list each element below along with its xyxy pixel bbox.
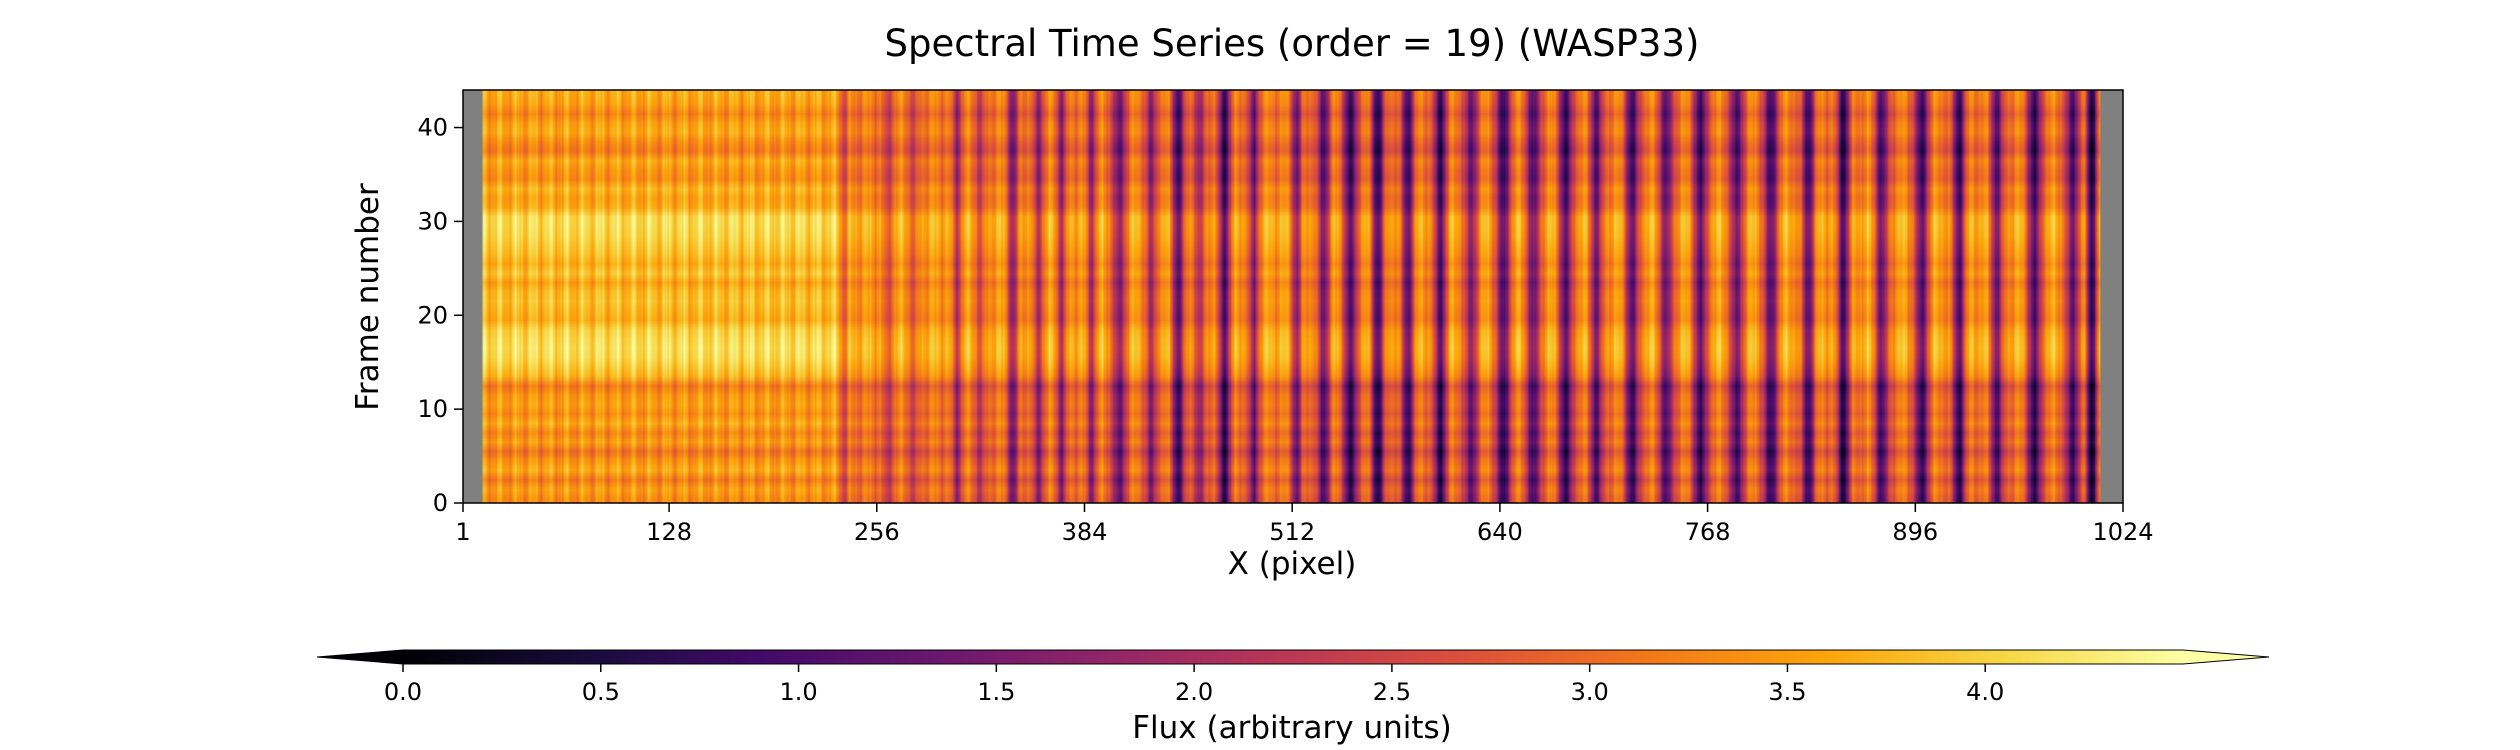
y-tick-label: 30 (417, 207, 448, 235)
x-axis-label: X (pixel) (1228, 546, 1357, 582)
colorbar-gradient (403, 650, 2183, 664)
x-tick-label: 640 (1477, 518, 1523, 546)
y-axis-ticks: 0 10 20 30 40 (417, 114, 463, 517)
colorbar-tick-label: 1.5 (977, 678, 1015, 706)
y-tick-label: 0 (433, 489, 448, 517)
x-tick-label: 896 (1892, 518, 1938, 546)
x-tick-label: 768 (1685, 518, 1731, 546)
colorbar-tick-label: 2.0 (1175, 678, 1213, 706)
x-tick-label: 384 (1062, 518, 1108, 546)
colorbar-tick-label: 1.0 (779, 678, 817, 706)
colorbar-tick-label: 3.0 (1571, 678, 1609, 706)
colorbar-extend-low (317, 650, 403, 664)
y-axis-label: Frame number (350, 183, 386, 411)
colorbar-extend-high (2183, 650, 2269, 664)
colorbar-tick-label: 0.0 (384, 678, 422, 706)
heatmap-image (463, 90, 2123, 503)
colorbar-tick-label: 0.5 (582, 678, 620, 706)
y-tick-label: 20 (417, 301, 448, 329)
x-tick-label: 512 (1269, 518, 1315, 546)
colorbar (316, 649, 2270, 665)
colorbar-ticks: 0.0 0.5 1.0 1.5 2.0 2.5 3.0 3.5 4.0 (384, 664, 2004, 706)
colorbar-tick-label: 2.5 (1373, 678, 1411, 706)
y-tick-label: 10 (417, 395, 448, 423)
colorbar-label: Flux (arbitrary units) (1132, 710, 1452, 746)
x-tick-label: 1 (455, 518, 470, 546)
x-axis-ticks: 1 128 256 384 512 640 768 896 1024 (455, 503, 2154, 546)
x-tick-label: 256 (854, 518, 900, 546)
colorbar-tick-label: 4.0 (1966, 678, 2004, 706)
plot-frame (462, 89, 2124, 504)
x-tick-label: 128 (646, 518, 692, 546)
chart-title: Spectral Time Series (order = 19) (WASP3… (885, 22, 1700, 65)
colorbar-tick-label: 3.5 (1768, 678, 1806, 706)
y-tick-label: 40 (417, 114, 448, 142)
x-tick-label: 1024 (2092, 518, 2153, 546)
